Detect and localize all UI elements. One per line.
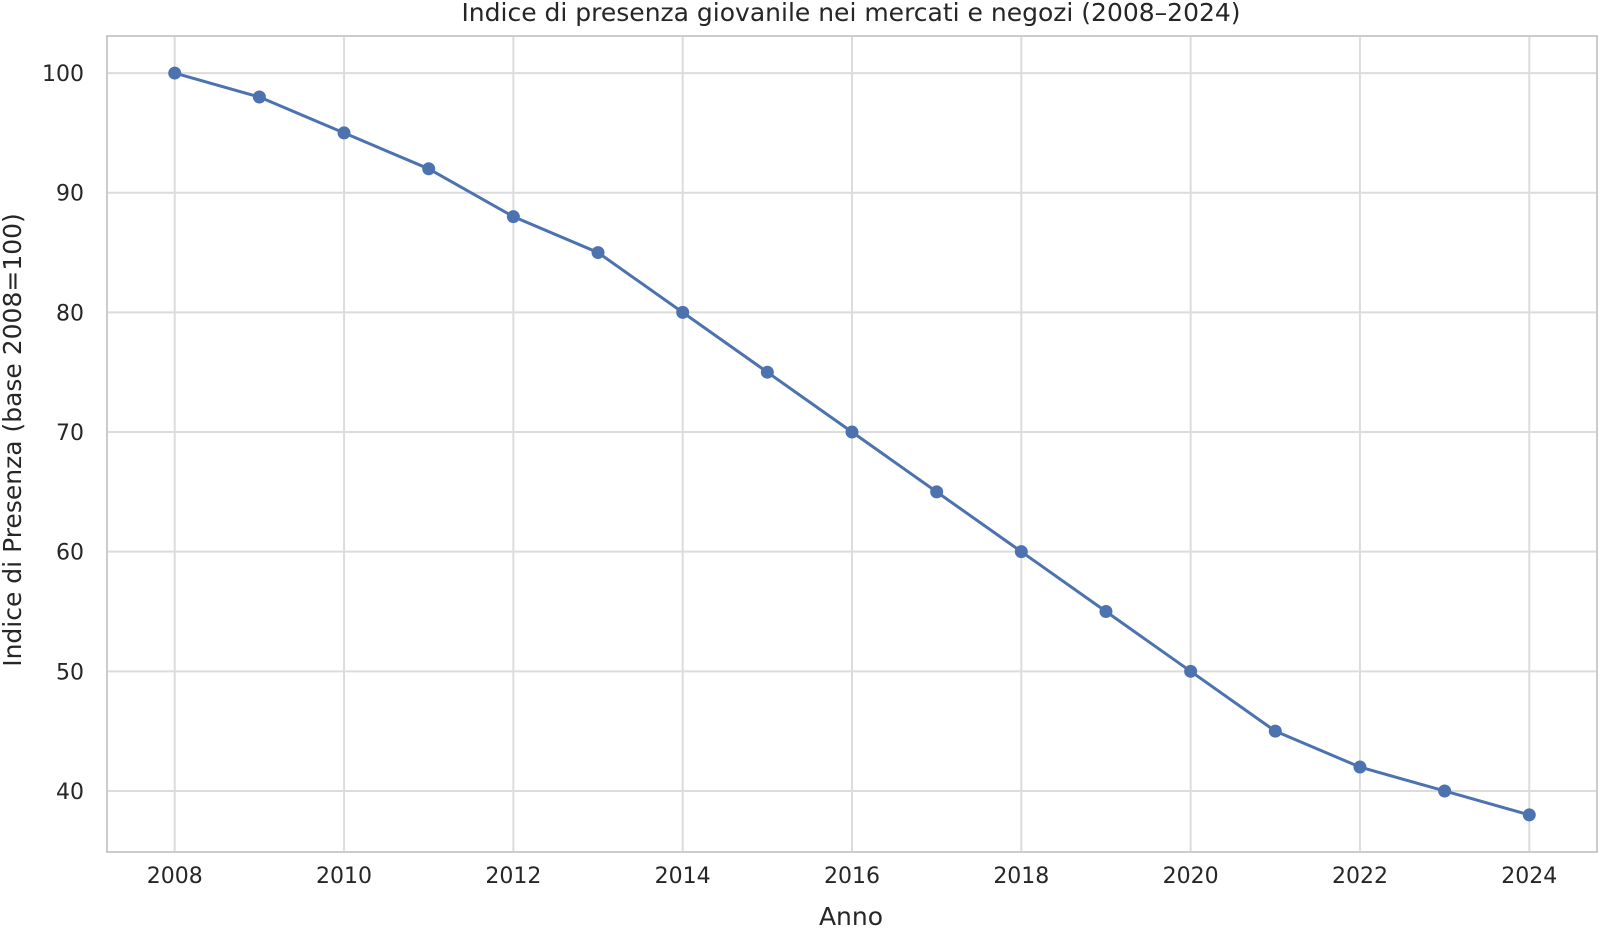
- data-point: [930, 485, 944, 499]
- y-tick-label: 100: [42, 62, 84, 87]
- grid-lines: [107, 36, 1597, 852]
- x-axis-label: Anno: [819, 902, 883, 928]
- data-point: [168, 66, 182, 80]
- x-tick-label: 2018: [993, 864, 1049, 889]
- y-tick-label: 40: [56, 780, 84, 805]
- x-tick-label: 2014: [655, 864, 711, 889]
- y-tick-label: 70: [56, 421, 84, 446]
- y-tick-labels: 40 50 60 70 80 90 100: [42, 62, 84, 805]
- data-point: [1184, 664, 1198, 678]
- x-tick-label: 2012: [485, 864, 541, 889]
- y-tick-label: 50: [56, 660, 84, 685]
- data-point: [1353, 760, 1367, 774]
- x-tick-label: 2024: [1501, 864, 1557, 889]
- data-point: [1014, 545, 1028, 559]
- data-point: [676, 305, 690, 319]
- chart-title: Indice di presenza giovanile nei mercati…: [461, 0, 1240, 27]
- data-point: [252, 90, 266, 104]
- x-tick-label: 2022: [1332, 864, 1388, 889]
- plot-frame: [106, 35, 1598, 853]
- data-point: [845, 425, 859, 439]
- data-point: [422, 162, 436, 176]
- x-tick-label: 2010: [316, 864, 372, 889]
- x-tick-labels: 2008 2010 2012 2014 2016 2018 2020 2022 2024: [147, 864, 1558, 889]
- y-axis-label: Indice di Presenza (base 2008=100): [0, 213, 27, 667]
- data-point: [1438, 784, 1452, 798]
- data-point: [1522, 808, 1536, 822]
- data-point: [337, 126, 351, 140]
- data-point: [760, 365, 774, 379]
- y-tick-label: 80: [56, 301, 84, 326]
- x-tick-label: 2016: [824, 864, 880, 889]
- data-point: [506, 210, 520, 224]
- y-tick-label: 90: [56, 182, 84, 207]
- data-point: [1268, 724, 1282, 738]
- y-tick-label: 60: [56, 541, 84, 566]
- data-point: [591, 246, 605, 260]
- data-point: [1099, 605, 1113, 619]
- series-layer: [168, 66, 1536, 822]
- x-tick-label: 2020: [1163, 864, 1219, 889]
- x-tick-label: 2008: [147, 864, 203, 889]
